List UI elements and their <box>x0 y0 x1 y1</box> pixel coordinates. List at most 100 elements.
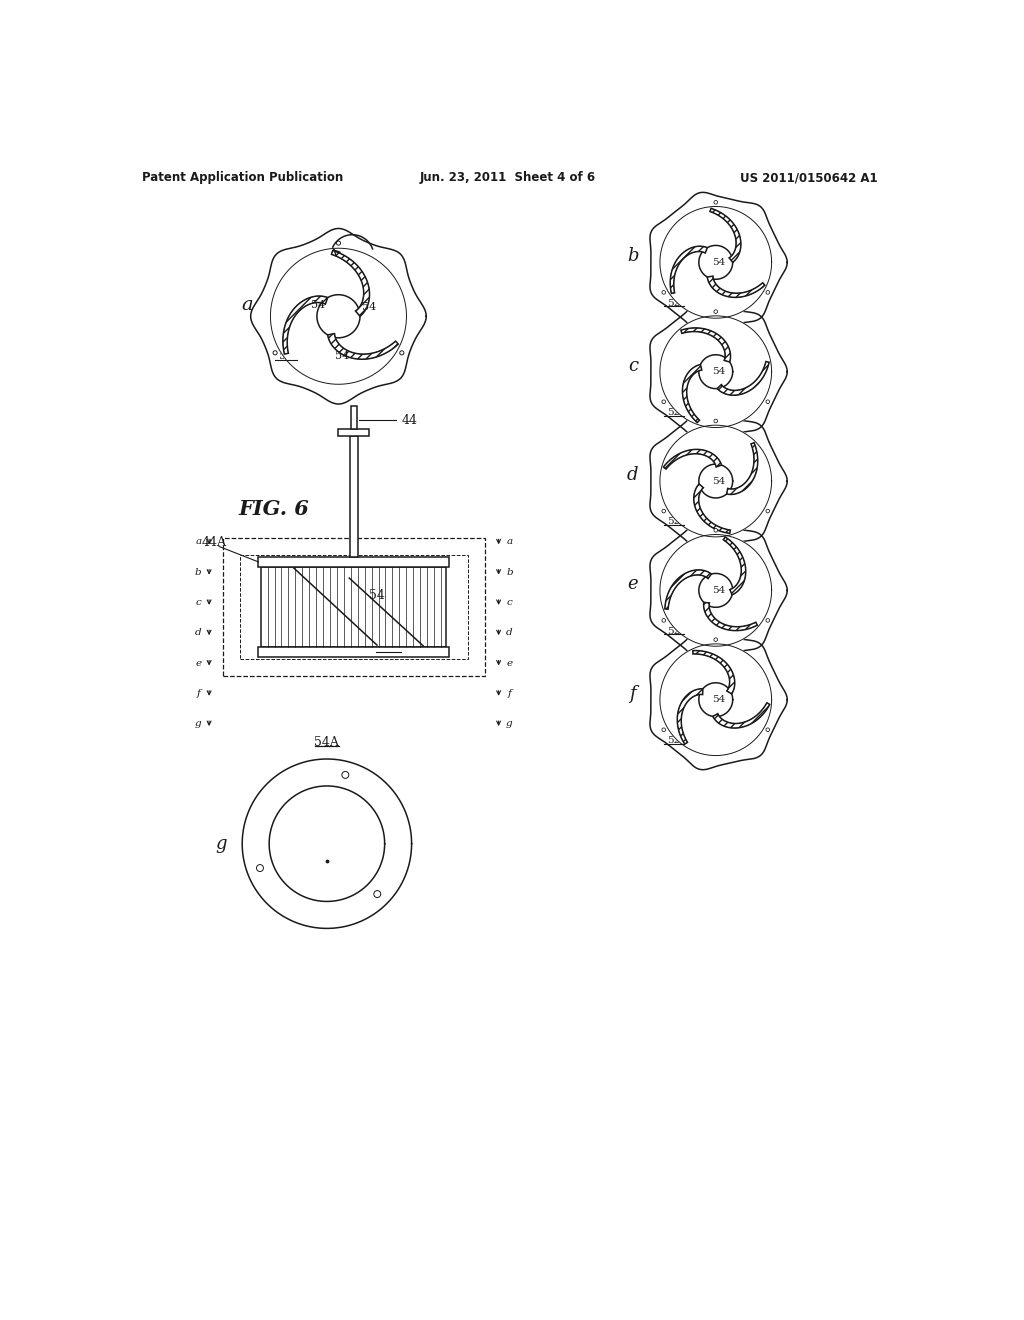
Circle shape <box>663 510 666 512</box>
Circle shape <box>663 400 666 403</box>
Circle shape <box>767 292 768 293</box>
Circle shape <box>766 619 769 622</box>
Circle shape <box>715 638 717 642</box>
Text: 54: 54 <box>712 477 725 486</box>
Polygon shape <box>693 651 735 694</box>
Text: g: g <box>506 719 513 729</box>
Circle shape <box>766 729 769 731</box>
Text: 54: 54 <box>369 589 385 602</box>
Text: d: d <box>506 628 513 638</box>
Polygon shape <box>681 327 730 362</box>
Text: e: e <box>196 659 202 668</box>
Polygon shape <box>723 537 745 595</box>
Text: b: b <box>506 568 513 577</box>
Text: 54A: 54A <box>314 735 339 748</box>
Polygon shape <box>698 682 733 717</box>
Text: 54: 54 <box>712 696 725 704</box>
Text: 52: 52 <box>667 627 680 636</box>
Text: a: a <box>506 537 512 546</box>
Text: 52: 52 <box>667 517 680 527</box>
Text: FIG. 6: FIG. 6 <box>239 499 309 519</box>
Polygon shape <box>710 209 741 263</box>
Polygon shape <box>698 355 733 388</box>
Bar <box>240 554 468 659</box>
Polygon shape <box>650 302 787 442</box>
Circle shape <box>767 401 768 403</box>
Circle shape <box>663 292 665 293</box>
Polygon shape <box>698 573 733 607</box>
Polygon shape <box>332 251 370 317</box>
Text: 54: 54 <box>712 367 725 376</box>
Text: e: e <box>506 659 512 668</box>
Polygon shape <box>659 425 772 537</box>
Polygon shape <box>713 702 770 729</box>
Text: f: f <box>508 689 511 698</box>
Text: 54: 54 <box>712 586 725 595</box>
Bar <box>261 566 446 647</box>
Circle shape <box>663 511 665 512</box>
Polygon shape <box>703 602 758 631</box>
Circle shape <box>715 310 717 313</box>
Circle shape <box>715 420 717 421</box>
Polygon shape <box>650 520 787 660</box>
Text: 52: 52 <box>667 298 680 308</box>
Text: f: f <box>197 689 201 698</box>
Text: d: d <box>195 628 202 638</box>
Text: 54: 54 <box>335 351 349 362</box>
Circle shape <box>715 420 717 422</box>
Polygon shape <box>698 246 733 280</box>
Circle shape <box>663 401 665 403</box>
Text: c: c <box>507 598 512 607</box>
Circle shape <box>663 619 665 622</box>
Bar <box>223 539 484 676</box>
Circle shape <box>401 352 402 354</box>
Circle shape <box>663 619 666 622</box>
Circle shape <box>767 729 768 730</box>
Circle shape <box>338 243 339 244</box>
Text: f: f <box>630 685 636 702</box>
Bar <box>339 429 370 436</box>
Circle shape <box>374 891 381 898</box>
Polygon shape <box>650 411 787 550</box>
Circle shape <box>257 865 263 871</box>
Text: c: c <box>196 598 201 607</box>
Polygon shape <box>665 570 712 609</box>
Circle shape <box>715 529 717 531</box>
Bar <box>258 557 450 566</box>
Circle shape <box>767 511 768 512</box>
Text: 44A: 44A <box>202 536 226 549</box>
Text: b: b <box>627 247 639 265</box>
Text: 54: 54 <box>311 300 325 310</box>
Polygon shape <box>708 276 765 297</box>
Polygon shape <box>698 465 733 498</box>
Polygon shape <box>659 206 772 318</box>
Text: Patent Application Publication: Patent Application Publication <box>142 172 343 185</box>
Polygon shape <box>650 193 787 333</box>
Circle shape <box>766 400 769 403</box>
Polygon shape <box>694 484 730 533</box>
Text: 44: 44 <box>401 413 418 426</box>
Circle shape <box>766 510 769 512</box>
Circle shape <box>663 729 665 730</box>
Circle shape <box>715 201 717 203</box>
Circle shape <box>274 352 276 354</box>
Polygon shape <box>659 644 772 755</box>
Text: a: a <box>242 296 253 314</box>
Text: 52: 52 <box>279 351 293 362</box>
Polygon shape <box>251 228 426 404</box>
Circle shape <box>663 729 666 731</box>
Circle shape <box>715 529 717 532</box>
Text: c: c <box>628 356 638 375</box>
Text: g: g <box>195 719 202 729</box>
Bar <box>350 436 357 557</box>
Polygon shape <box>316 294 360 338</box>
Polygon shape <box>677 689 702 744</box>
Circle shape <box>273 351 276 355</box>
Text: 54: 54 <box>712 257 725 267</box>
Circle shape <box>337 242 340 246</box>
Circle shape <box>400 351 403 355</box>
Text: 54: 54 <box>362 302 376 313</box>
Circle shape <box>766 290 769 294</box>
Text: 54A: 54A <box>376 642 401 655</box>
Bar <box>351 407 357 429</box>
